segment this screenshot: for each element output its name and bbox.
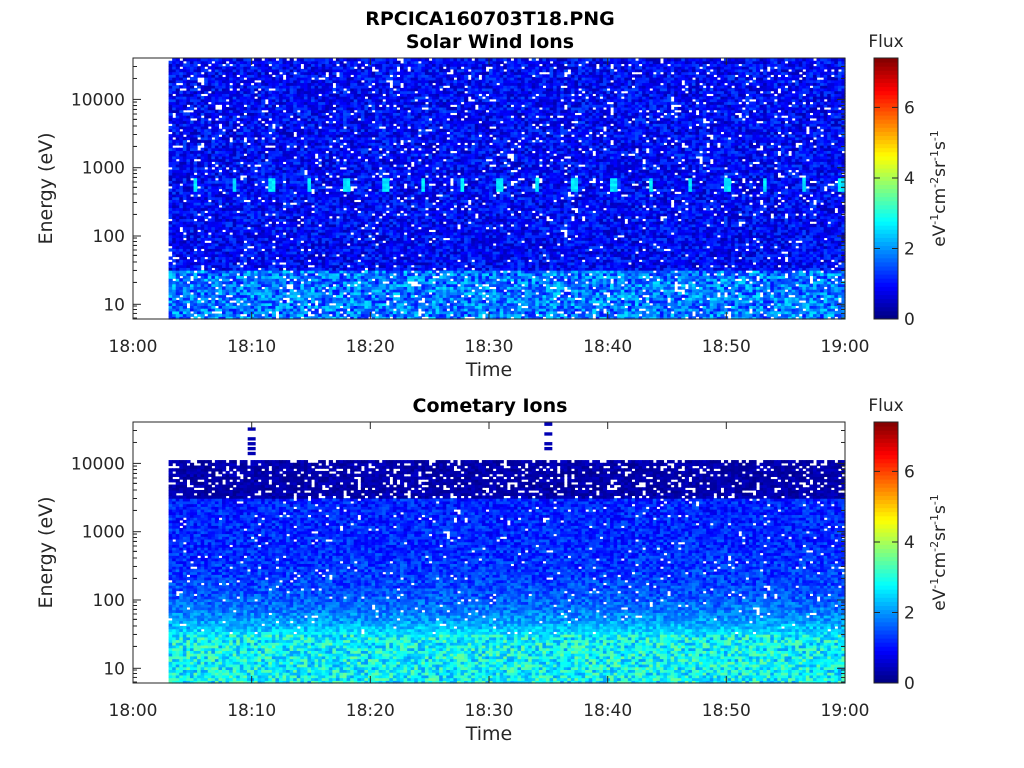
spectrogram-cell [603, 314, 607, 317]
spectrogram-cell [386, 305, 390, 308]
spectrogram-cell [201, 303, 205, 306]
spectrogram-cell [774, 311, 778, 314]
spectrogram-cell [770, 305, 774, 308]
spectrogram-cell [592, 305, 596, 308]
spectrogram-cell [517, 305, 521, 308]
spectrogram-cell [332, 305, 336, 308]
spectrogram-cell [229, 303, 233, 306]
spectrogram-cell [421, 303, 425, 306]
spectrogram-cell [215, 314, 219, 317]
spectrogram-cell [667, 308, 671, 311]
spectrogram-cell [297, 305, 301, 308]
spectrogram-cell [347, 311, 351, 314]
spectrogram-cell [606, 303, 610, 306]
spectrogram-cell [760, 314, 764, 317]
spectrogram-cell [557, 303, 561, 306]
spectrogram-cell [268, 314, 272, 317]
spectrogram-cell [671, 314, 675, 317]
spectrogram-cell [307, 300, 311, 303]
spectrogram-cell [279, 303, 283, 306]
spectrogram-cell [521, 308, 525, 311]
spectrogram-cell [247, 305, 251, 308]
spectrogram-cell [418, 303, 422, 306]
spectrogram-cell [749, 303, 753, 306]
spectrogram-cell [372, 314, 376, 317]
spectrogram-cell [596, 305, 600, 308]
spectrogram-cell [446, 311, 450, 314]
spectrogram-cell [646, 303, 650, 306]
spectrogram-cell [578, 314, 582, 317]
spectrogram-cell [610, 305, 614, 308]
spectrogram-cell [393, 311, 397, 314]
spectrogram-cell [307, 305, 311, 308]
panel-solar-wind-ions: Solar Wind Ions 10 100 1000 [35, 31, 950, 381]
spectrogram-cell [446, 305, 450, 308]
spectrogram-cell [667, 303, 671, 306]
spectrogram-cell [286, 303, 290, 306]
spectrogram-cell [767, 308, 771, 311]
spectrogram-cell [557, 314, 561, 317]
spectrogram-cell [510, 311, 514, 314]
spectrogram-cell [799, 303, 803, 306]
spectrogram-cell [318, 314, 322, 317]
spectrogram-cell [525, 308, 529, 311]
spectrogram-cell [802, 303, 806, 306]
spectrogram-cell [834, 311, 838, 314]
spectrogram-cell [795, 308, 799, 311]
figure-title: RPCICA160703T18.PNG [365, 8, 615, 30]
spectrogram-cell [215, 308, 219, 311]
spectrogram-figure: RPCICA160703T18.PNG Solar Wind Ions 10 1… [0, 0, 1024, 768]
spectrogram-cell [749, 314, 753, 317]
spectrogram-cell [208, 300, 212, 303]
spectrogram-cell [218, 314, 222, 317]
spectrogram-cell [283, 300, 287, 303]
spectrogram-cell [400, 314, 404, 317]
spectrogram-cell [639, 311, 643, 314]
spectrogram-cell [236, 305, 240, 308]
spectrogram-cell [190, 314, 194, 317]
spectrogram-cell [560, 314, 564, 317]
spectrogram-cell [197, 300, 201, 303]
spectrogram-cell [596, 311, 600, 314]
spectrogram-cell [176, 300, 180, 303]
spectrogram-cell [585, 314, 589, 317]
spectrogram-cell [724, 308, 728, 311]
spectrogram-cell [728, 308, 732, 311]
spectrogram-cell [211, 314, 215, 317]
spectrogram-cell [699, 308, 703, 311]
spectrogram-cell [215, 300, 219, 303]
spectrogram-cell [453, 303, 457, 306]
spectrogram-cell [404, 305, 408, 308]
spectrogram-cell [339, 308, 343, 311]
spectrogram-cell [329, 305, 333, 308]
spectrogram-cell [642, 311, 646, 314]
spectrogram-cell [574, 314, 578, 317]
spectrogram-cell [649, 305, 653, 308]
spectrogram-cell [421, 314, 425, 317]
panel-title: Solar Wind Ions [406, 31, 574, 53]
spectrogram-cell [425, 305, 429, 308]
spectrogram-cell [646, 314, 650, 317]
spectrogram-cells [169, 58, 846, 320]
spectrogram-cell [315, 305, 319, 308]
spectrogram-cell [233, 303, 237, 306]
spectrogram-cell [304, 311, 308, 314]
spectrogram-cell [624, 308, 628, 311]
spectrogram-cell [802, 311, 806, 314]
spectrogram-cell [311, 311, 315, 314]
spectrogram-cell [485, 303, 489, 306]
spectrogram-cell [699, 314, 703, 317]
spectrogram-cell [393, 303, 397, 306]
spectrogram-cell [240, 303, 244, 306]
spectrogram-cell [339, 314, 343, 317]
spectrogram-cell [186, 308, 190, 311]
